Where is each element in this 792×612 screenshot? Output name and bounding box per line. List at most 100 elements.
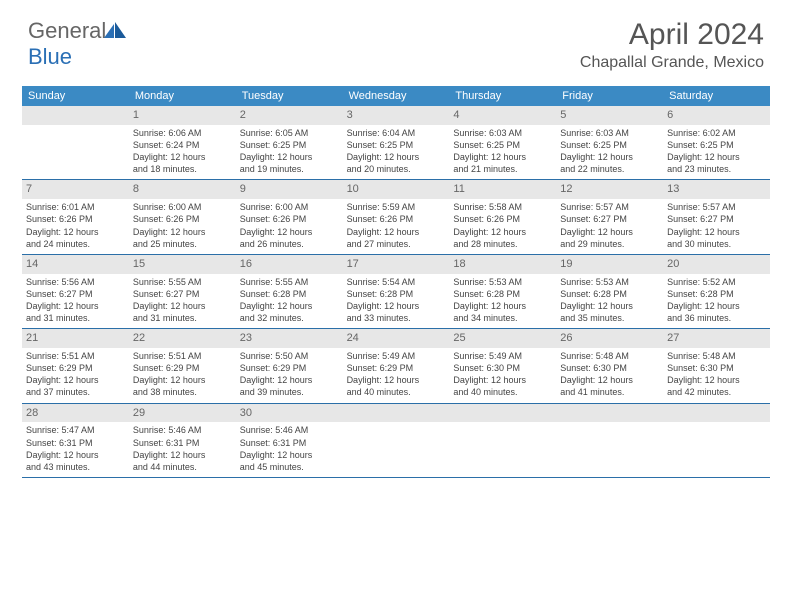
day-number: 13 <box>663 180 770 199</box>
day-info-line: and 33 minutes. <box>347 312 446 324</box>
day-info-line: Daylight: 12 hours <box>133 226 232 238</box>
day-info-line: Sunrise: 5:46 AM <box>133 424 232 436</box>
day-info-line: Sunrise: 6:02 AM <box>667 127 766 139</box>
day-info-line: Sunrise: 5:57 AM <box>560 201 659 213</box>
day-cell: 1Sunrise: 6:06 AMSunset: 6:24 PMDaylight… <box>129 106 236 179</box>
day-header-cell: Saturday <box>663 86 770 106</box>
day-info-line: Daylight: 12 hours <box>347 374 446 386</box>
day-info-line: Sunrise: 6:00 AM <box>240 201 339 213</box>
day-info-line: and 31 minutes. <box>133 312 232 324</box>
day-info-line: Sunset: 6:29 PM <box>347 362 446 374</box>
day-info-line: Sunset: 6:26 PM <box>26 213 125 225</box>
day-info-line: and 42 minutes. <box>667 386 766 398</box>
day-info-line: Daylight: 12 hours <box>453 300 552 312</box>
day-info-line: Daylight: 12 hours <box>667 300 766 312</box>
day-info-line: Sunset: 6:31 PM <box>240 437 339 449</box>
day-info-line: Sunrise: 5:46 AM <box>240 424 339 436</box>
day-number <box>343 404 450 423</box>
day-number: 30 <box>236 404 343 423</box>
day-info-line: Sunrise: 5:50 AM <box>240 350 339 362</box>
day-info-line: Sunset: 6:25 PM <box>560 139 659 151</box>
day-number <box>449 404 556 423</box>
day-info-line: Daylight: 12 hours <box>133 374 232 386</box>
day-info-line: Sunset: 6:26 PM <box>133 213 232 225</box>
day-info-line: and 34 minutes. <box>453 312 552 324</box>
day-info-line: and 40 minutes. <box>453 386 552 398</box>
day-info-line: Sunset: 6:26 PM <box>453 213 552 225</box>
day-info-line: Sunset: 6:28 PM <box>347 288 446 300</box>
day-info-line: Daylight: 12 hours <box>240 151 339 163</box>
day-number: 3 <box>343 106 450 125</box>
day-info-line: Daylight: 12 hours <box>667 151 766 163</box>
day-info-line: Sunrise: 5:56 AM <box>26 276 125 288</box>
logo-blue: Blue <box>28 44 72 69</box>
day-info-line: and 20 minutes. <box>347 163 446 175</box>
day-cell: 6Sunrise: 6:02 AMSunset: 6:25 PMDaylight… <box>663 106 770 179</box>
day-info-line: Sunrise: 5:51 AM <box>26 350 125 362</box>
day-info-line: Sunset: 6:27 PM <box>133 288 232 300</box>
header: General Blue April 2024 Chapallal Grande… <box>0 0 792 78</box>
day-info-line: Sunrise: 5:49 AM <box>453 350 552 362</box>
day-info-line: Daylight: 12 hours <box>26 300 125 312</box>
day-info-line: and 43 minutes. <box>26 461 125 473</box>
day-info-line: and 24 minutes. <box>26 238 125 250</box>
day-cell: 12Sunrise: 5:57 AMSunset: 6:27 PMDayligh… <box>556 180 663 253</box>
day-info-line: and 37 minutes. <box>26 386 125 398</box>
day-info-line: Daylight: 12 hours <box>560 151 659 163</box>
day-cell: 24Sunrise: 5:49 AMSunset: 6:29 PMDayligh… <box>343 329 450 402</box>
day-info-line: Sunrise: 5:54 AM <box>347 276 446 288</box>
day-info-line: Sunrise: 5:48 AM <box>667 350 766 362</box>
day-info-line: Sunset: 6:27 PM <box>667 213 766 225</box>
day-number: 20 <box>663 255 770 274</box>
day-info-line: and 21 minutes. <box>453 163 552 175</box>
day-info-line: Sunset: 6:29 PM <box>133 362 232 374</box>
day-info-line: Daylight: 12 hours <box>347 226 446 238</box>
day-info-line: Sunrise: 5:55 AM <box>133 276 232 288</box>
day-number: 19 <box>556 255 663 274</box>
day-number: 7 <box>22 180 129 199</box>
day-info-line: Sunset: 6:26 PM <box>240 213 339 225</box>
calendar: SundayMondayTuesdayWednesdayThursdayFrid… <box>22 86 770 478</box>
day-cell: 16Sunrise: 5:55 AMSunset: 6:28 PMDayligh… <box>236 255 343 328</box>
day-info-line: Daylight: 12 hours <box>560 226 659 238</box>
title-block: April 2024 Chapallal Grande, Mexico <box>580 18 764 72</box>
day-number <box>663 404 770 423</box>
day-info-line: Sunrise: 5:59 AM <box>347 201 446 213</box>
day-info-line: Sunset: 6:30 PM <box>560 362 659 374</box>
day-info-line: Daylight: 12 hours <box>240 226 339 238</box>
logo-general: General <box>28 18 106 43</box>
day-cell: 15Sunrise: 5:55 AMSunset: 6:27 PMDayligh… <box>129 255 236 328</box>
day-info-line: and 25 minutes. <box>133 238 232 250</box>
day-number: 27 <box>663 329 770 348</box>
day-cell: 10Sunrise: 5:59 AMSunset: 6:26 PMDayligh… <box>343 180 450 253</box>
day-info-line: Sunrise: 6:01 AM <box>26 201 125 213</box>
day-number: 29 <box>129 404 236 423</box>
day-info-line: Sunrise: 6:03 AM <box>453 127 552 139</box>
day-info-line: Daylight: 12 hours <box>26 449 125 461</box>
day-info-line: and 32 minutes. <box>240 312 339 324</box>
day-info-line: and 18 minutes. <box>133 163 232 175</box>
day-info-line: Daylight: 12 hours <box>133 449 232 461</box>
day-number: 22 <box>129 329 236 348</box>
day-number: 21 <box>22 329 129 348</box>
day-number: 25 <box>449 329 556 348</box>
day-number: 11 <box>449 180 556 199</box>
day-info-line: Sunset: 6:30 PM <box>453 362 552 374</box>
day-info-line: Sunset: 6:30 PM <box>667 362 766 374</box>
day-info-line: Sunrise: 6:04 AM <box>347 127 446 139</box>
day-info-line: Sunset: 6:29 PM <box>26 362 125 374</box>
day-number: 28 <box>22 404 129 423</box>
day-info-line: Sunrise: 5:58 AM <box>453 201 552 213</box>
day-info-line: and 31 minutes. <box>26 312 125 324</box>
day-info-line: Sunset: 6:28 PM <box>453 288 552 300</box>
day-info-line: and 19 minutes. <box>240 163 339 175</box>
day-info-line: Sunrise: 6:06 AM <box>133 127 232 139</box>
day-number: 9 <box>236 180 343 199</box>
day-info-line: Daylight: 12 hours <box>133 151 232 163</box>
day-info-line: Sunset: 6:29 PM <box>240 362 339 374</box>
day-number: 17 <box>343 255 450 274</box>
day-cell: 20Sunrise: 5:52 AMSunset: 6:28 PMDayligh… <box>663 255 770 328</box>
location: Chapallal Grande, Mexico <box>580 54 764 72</box>
day-header-cell: Sunday <box>22 86 129 106</box>
day-info-line: Daylight: 12 hours <box>240 300 339 312</box>
